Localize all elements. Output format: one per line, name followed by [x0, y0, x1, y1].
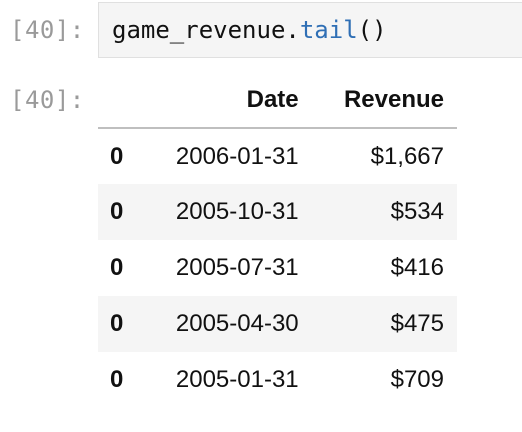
row-index: 0 [110, 310, 124, 337]
output-prompt: [40]: [10, 86, 85, 114]
row-index: 0 [110, 198, 124, 225]
code-method: tail [299, 16, 358, 44]
table-header-row: Date Revenue [98, 72, 457, 129]
code-object: game_revenue. [112, 16, 300, 44]
table-row: 0 2005-07-31 $416 [98, 240, 457, 296]
table-row: 0 2005-01-31 $709 [98, 352, 457, 408]
code-args: () [357, 16, 387, 44]
row-index: 0 [110, 366, 124, 393]
date-cell: 2005-07-31 [175, 254, 299, 281]
date-cell: 2006-01-31 [175, 142, 299, 170]
index-header [98, 72, 138, 129]
revenue-cell: $475 [390, 310, 444, 337]
table-row: 0 2005-04-30 $475 [98, 296, 457, 352]
date-cell: 2005-10-31 [175, 198, 299, 225]
date-cell: 2005-01-31 [175, 366, 299, 393]
revenue-cell: $416 [390, 254, 444, 281]
row-index: 0 [110, 254, 124, 281]
revenue-cell: $709 [390, 366, 444, 393]
revenue-cell: $534 [390, 198, 444, 225]
column-header-date: Date [138, 72, 313, 129]
table-row: 0 2005-10-31 $534 [98, 184, 457, 240]
row-index: 0 [110, 142, 124, 170]
input-prompt: [40]: [10, 16, 85, 44]
revenue-cell: $1,667 [370, 142, 444, 170]
code-cell[interactable]: game_revenue. tail() [98, 2, 522, 58]
date-cell: 2005-04-30 [175, 310, 299, 337]
dataframe-table: Date Revenue 0 2006-01-31 $1,667 0 2005-… [98, 72, 457, 408]
column-header-revenue: Revenue [312, 72, 457, 129]
table-row: 0 2006-01-31 $1,667 [98, 128, 457, 184]
